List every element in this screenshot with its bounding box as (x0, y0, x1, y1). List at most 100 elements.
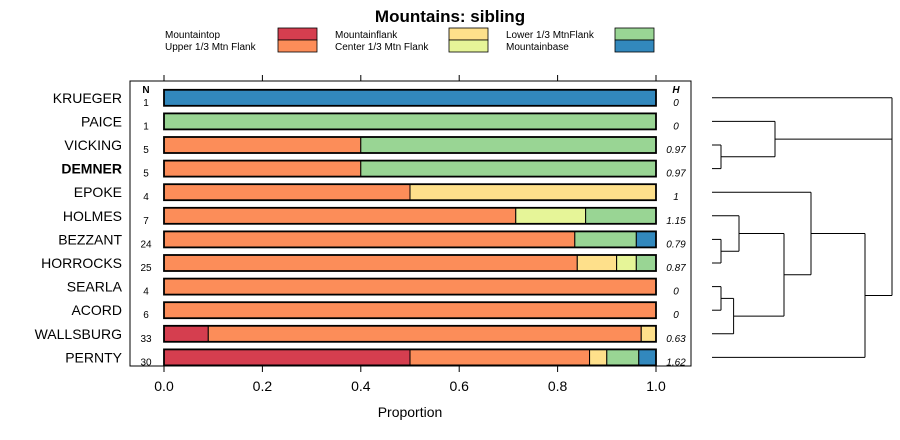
legend-label: Center 1/3 Mtn Flank (335, 42, 429, 53)
bar-segment (163, 112, 657, 130)
bar-segment (163, 160, 362, 178)
x-tick-label: 1.0 (646, 378, 666, 394)
bar-outline (163, 88, 657, 107)
bar-segment (163, 325, 209, 343)
bar-segment (163, 278, 657, 296)
legend-label: Mountaintop (165, 30, 220, 41)
row-label: EPOKE (74, 184, 122, 200)
x-tick-label: 0.0 (154, 378, 174, 394)
n-value: 7 (143, 216, 149, 227)
h-value: 0 (673, 287, 679, 298)
bar-segment (585, 207, 657, 225)
n-column-header: N (142, 85, 149, 96)
n-value: 1 (143, 98, 149, 109)
h-value: 0.79 (666, 239, 686, 250)
n-value: 5 (143, 145, 149, 156)
h-value: 0.97 (666, 169, 686, 180)
bar-outline (163, 301, 657, 320)
bar-segment (207, 325, 642, 343)
row-label: PERNTY (65, 349, 122, 365)
n-value: 5 (143, 169, 149, 180)
h-value: 1.62 (666, 357, 686, 368)
legend-swatch (614, 27, 655, 41)
bar-outline (163, 159, 657, 178)
row-label: ACORD (71, 302, 122, 318)
bar-segment (163, 207, 517, 225)
h-value: 1.15 (666, 216, 686, 227)
h-value: 0.97 (666, 145, 686, 156)
dendrogram (712, 97, 893, 358)
legend-label: Upper 1/3 Mtn Flank (165, 42, 257, 53)
bar-segment (515, 207, 587, 225)
n-value: 1 (143, 121, 149, 132)
legend-swatch (448, 39, 489, 53)
legend-swatch (277, 39, 318, 53)
row-label: WALLSBURG (35, 326, 122, 342)
legend-swatch (614, 39, 655, 53)
row-label: DEMNER (61, 161, 122, 177)
bar-segment (409, 348, 591, 366)
row-label: KRUEGER (53, 90, 122, 106)
bar-segment (360, 136, 657, 154)
row-label: BEZZANT (58, 231, 122, 247)
bar-segment (616, 254, 637, 272)
bar-outline (163, 112, 657, 131)
h-value: 0 (673, 98, 679, 109)
x-axis-title: Proportion (378, 404, 443, 420)
h-value: 1 (673, 192, 679, 203)
legend-swatch (448, 27, 489, 41)
bar-segment (163, 254, 578, 272)
row-label: SEARLA (67, 279, 123, 295)
n-value: 25 (140, 263, 152, 274)
bar-segment (163, 301, 657, 319)
bar-segment (635, 254, 657, 272)
h-value: 0.87 (666, 263, 686, 274)
bar-segment (163, 230, 576, 248)
legend-label: Mountainbase (506, 42, 569, 53)
bar-outline (163, 348, 657, 367)
bar-segment (640, 325, 657, 343)
h-value: 0 (673, 310, 679, 321)
bar-outline (163, 136, 657, 154)
bar-segment (163, 183, 411, 201)
legend-swatch (277, 27, 318, 41)
h-value: 0.63 (666, 334, 686, 345)
row-label: PAICE (81, 113, 122, 129)
bar-segment (589, 348, 608, 366)
rows: KRUEGER 1 0 PAICE 1 0 VICKING 5 0.97 DEMNER 5 0.97 E… (35, 88, 686, 368)
n-value: 4 (143, 287, 149, 298)
row-label: HOLMES (63, 208, 122, 224)
h-value: 0 (673, 121, 679, 132)
h-column-header: H (672, 85, 680, 96)
bar-segment (635, 230, 657, 248)
chart-title: Mountains: sibling (375, 7, 525, 26)
bar-segment (638, 348, 657, 366)
bar-segment (163, 348, 411, 366)
n-value: 33 (140, 334, 152, 345)
bar-segment (163, 89, 657, 107)
bar-outline (163, 254, 657, 272)
legend-label: Lower 1/3 MtnFlank (506, 30, 595, 41)
x-tick-label: 0.2 (253, 378, 273, 394)
bar-outline (163, 230, 657, 249)
x-tick-label: 0.8 (548, 378, 568, 394)
bar-segment (576, 254, 618, 272)
bar-outline (163, 206, 657, 225)
n-value: 24 (140, 239, 152, 250)
bar-outline (163, 324, 657, 343)
legend-label: Mountainflank (335, 30, 398, 41)
n-value: 30 (140, 357, 152, 368)
x-axis: 0.0 0.2 0.4 0.6 0.8 1.0 (154, 75, 666, 394)
bar-outline (163, 277, 657, 296)
x-tick-label: 0.4 (351, 378, 371, 394)
bar-segment (163, 136, 362, 154)
bar-segment (574, 230, 637, 248)
row-label: VICKING (64, 137, 122, 153)
bar-segment (606, 348, 640, 366)
x-tick-label: 0.6 (449, 378, 469, 394)
n-value: 4 (143, 192, 149, 203)
bar-segment (360, 160, 657, 178)
bar-outline (163, 183, 657, 202)
